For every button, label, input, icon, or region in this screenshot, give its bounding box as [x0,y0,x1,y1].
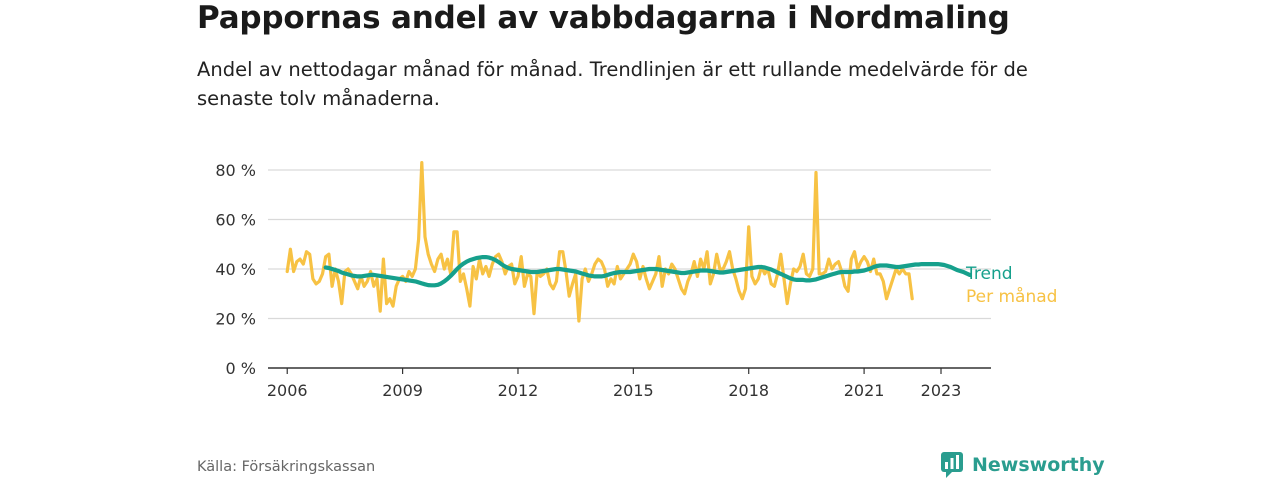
x-tick-label: 2009 [382,381,423,400]
x-tick-label: 2006 [267,381,308,400]
y-tick-label: 80 % [215,161,256,180]
chart-title: Pappornas andel av vabbdagarna i Nordmal… [197,0,1010,36]
x-tick-label: 2012 [498,381,539,400]
brand-name: Newsworthy [972,454,1105,476]
x-tick-label: 2015 [613,381,654,400]
chart-subtitle: Andel av nettodagar månad för månad. Tre… [197,58,1028,110]
x-tick-label: 2023 [921,381,962,400]
monthly-series-line [285,161,914,323]
source-note: Källa: Försäkringskassan [197,459,376,475]
x-tick-label: 2018 [728,381,769,400]
y-tick-label: 0 % [226,359,256,378]
trend-series-line [323,255,972,288]
brand-logo: Newsworthy [940,451,1105,479]
y-tick-label: 40 % [215,260,256,279]
monthly-series-label: Per månad [966,286,1057,307]
y-tick-label: 60 % [215,211,256,230]
trend-series-label: Trend [965,264,1013,284]
x-tick-label: 2021 [844,381,885,400]
y-tick-label: 20 % [215,310,256,329]
newsworthy-logo-icon [941,452,963,478]
